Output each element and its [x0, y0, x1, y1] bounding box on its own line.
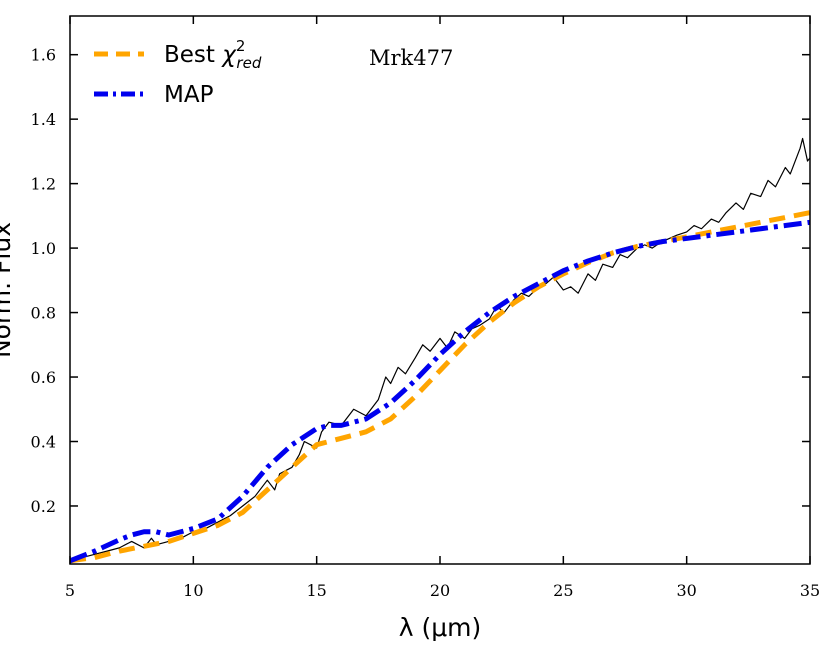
y-tick-label: 1.4 [31, 110, 56, 129]
series-line-map [70, 219, 810, 564]
y-tick-label: 0.8 [31, 304, 56, 323]
x-tick-label: 25 [553, 581, 573, 600]
y-tick-label: 1.0 [31, 239, 56, 258]
x-tick-label: 10 [183, 581, 203, 600]
x-tick-label: 15 [306, 581, 326, 600]
x-tick-label: 5 [65, 581, 75, 600]
y-tick-label: 1.2 [31, 175, 56, 194]
x-tick-label: 30 [676, 581, 696, 600]
x-axis-title: λ (μm) [399, 613, 482, 642]
x-tick-label: 35 [800, 581, 820, 600]
legend-label-best-chi2: Best χ2 red [164, 37, 262, 72]
y-tick-label: 0.4 [31, 433, 56, 452]
y-tick-label: 0.2 [31, 497, 56, 516]
y-tick-label: 0.6 [31, 368, 56, 387]
y-axis-title: Norm. Flux [0, 222, 16, 358]
series-line-best-chi2 [70, 210, 810, 564]
series-line-observed [70, 137, 810, 562]
source-name-annotation: Mrk477 [369, 46, 453, 70]
y-tick-label: 1.6 [31, 46, 56, 65]
legend-label-map: MAP [164, 82, 214, 108]
legend: Best χ2 red MAP [94, 37, 262, 108]
x-tick-label: 20 [430, 581, 450, 600]
